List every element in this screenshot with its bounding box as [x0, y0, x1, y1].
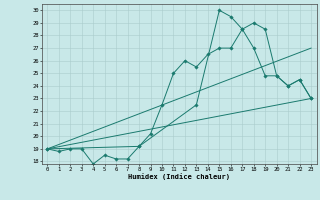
X-axis label: Humidex (Indice chaleur): Humidex (Indice chaleur) [128, 173, 230, 180]
